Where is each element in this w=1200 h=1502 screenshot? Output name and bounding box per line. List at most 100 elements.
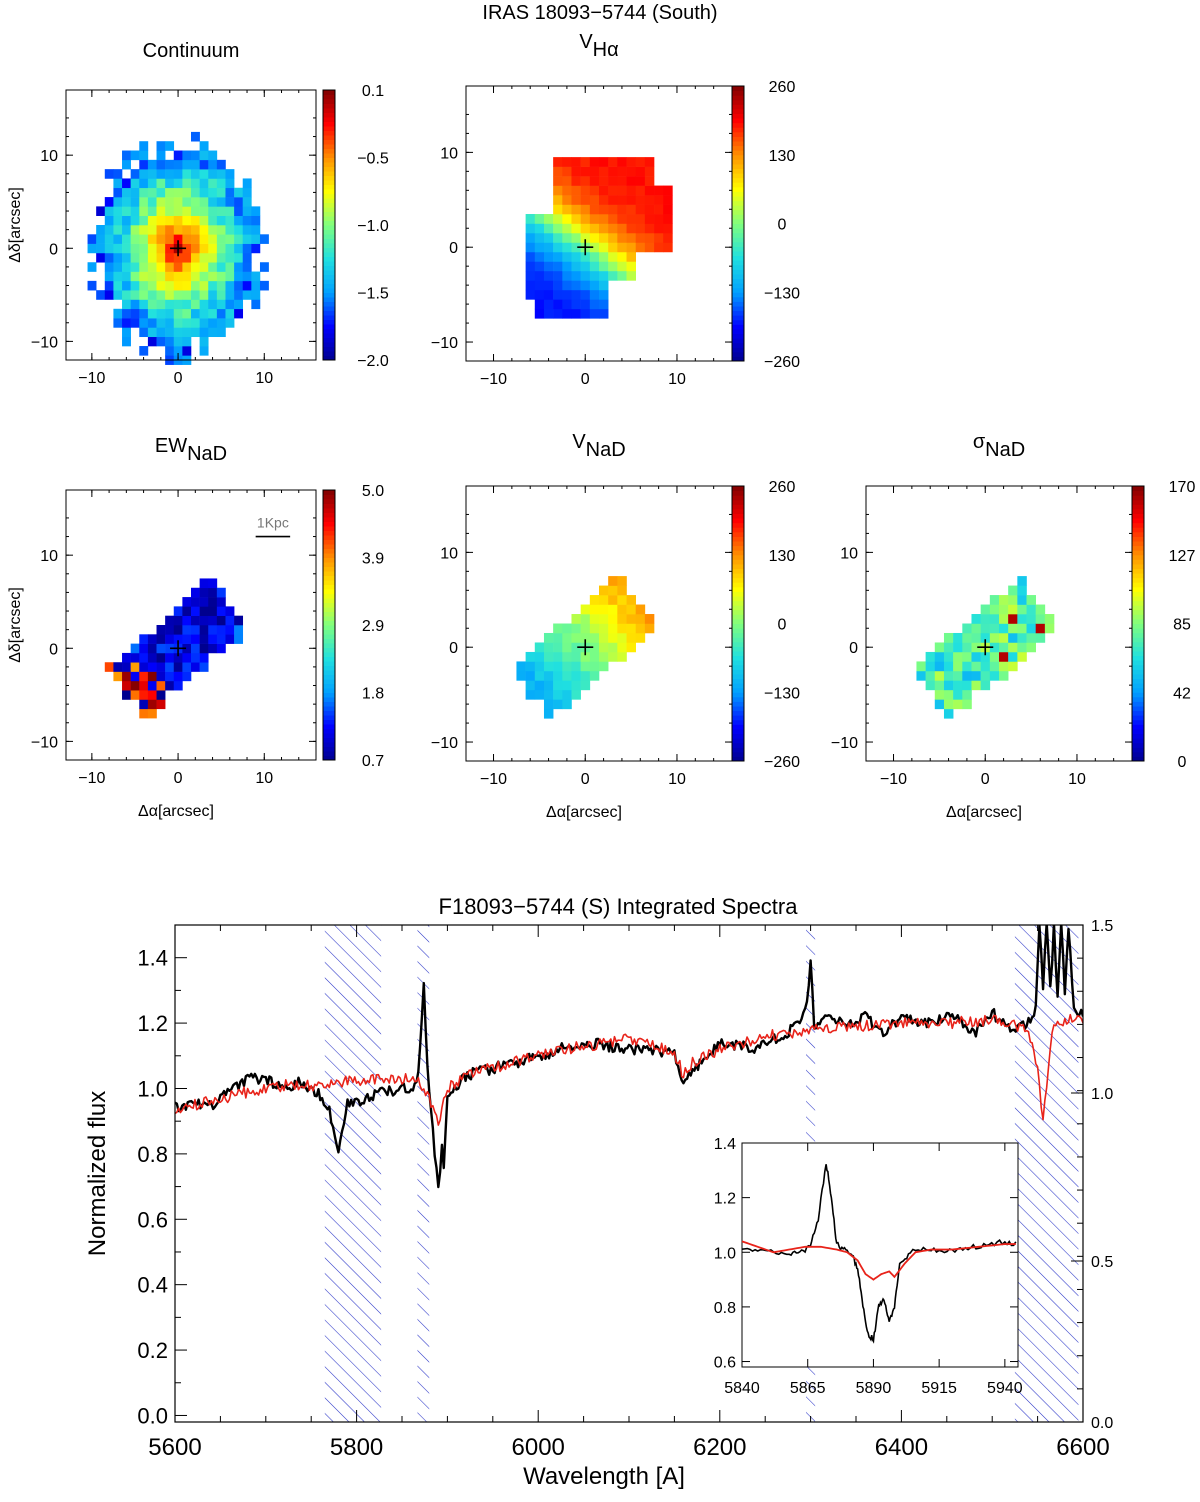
spaxel <box>182 290 192 300</box>
spaxel <box>580 289 591 300</box>
spaxel <box>165 206 175 216</box>
spaxel <box>971 632 981 643</box>
spaxel <box>216 159 226 170</box>
spaxel <box>1017 642 1027 653</box>
spaxel <box>165 215 175 226</box>
spaxel <box>182 252 192 263</box>
spaxel <box>199 327 209 338</box>
spaxel <box>225 634 235 644</box>
spaxel <box>934 699 945 710</box>
spaxel <box>562 289 572 300</box>
colorbar-step <box>1132 751 1144 757</box>
y-tick-label: 10 <box>440 545 458 562</box>
spaxel <box>113 262 123 272</box>
spaxel <box>156 643 166 654</box>
spaxel <box>156 262 166 272</box>
colorbar-step <box>732 486 744 492</box>
spaxel <box>242 271 252 282</box>
spaxel <box>216 597 226 607</box>
spaxel <box>191 662 200 672</box>
spaxel <box>580 251 591 262</box>
spaxel <box>96 206 106 216</box>
spaxel <box>87 280 97 291</box>
spaxel <box>553 280 563 291</box>
colorbar-step <box>732 527 744 533</box>
spaxel <box>139 690 149 700</box>
colorbar-step <box>732 173 744 179</box>
colorbar-tick-label: 42 <box>1173 685 1191 702</box>
spaxel <box>122 280 131 291</box>
spaxel <box>191 206 200 216</box>
colorbar-step <box>732 664 744 670</box>
spaxel <box>534 680 545 691</box>
spaxel <box>182 606 192 616</box>
spaxel <box>599 651 609 662</box>
spaxel <box>216 643 226 654</box>
colorbar-step <box>323 598 335 603</box>
spaxel <box>663 185 673 196</box>
spaxel <box>599 270 609 281</box>
spaxel <box>216 299 226 310</box>
spaxel <box>999 614 1009 624</box>
spaxel <box>626 166 636 177</box>
colorbar-step <box>732 632 744 638</box>
spaxel <box>113 206 123 216</box>
spaxel <box>173 299 183 310</box>
spaxel <box>199 578 209 589</box>
spaxel <box>156 150 166 161</box>
colorbar-step <box>732 278 744 284</box>
spaxel <box>562 689 572 700</box>
spaxel <box>104 215 114 226</box>
colorbar-step <box>732 600 744 606</box>
colorbar-step <box>323 724 335 729</box>
spaxel <box>571 232 581 243</box>
spaxel <box>589 595 600 605</box>
spaxel <box>543 214 554 224</box>
spaxel <box>617 166 627 177</box>
colorbar-step <box>732 586 744 592</box>
spaxel <box>96 234 106 244</box>
x-axis-label: Δα[arcsec] <box>138 803 214 820</box>
spaxel <box>191 634 200 644</box>
spaxel <box>208 169 218 179</box>
spaxel <box>562 204 572 215</box>
spaxel <box>208 327 218 338</box>
y-tick-label: 10 <box>40 548 58 565</box>
spaxel <box>225 178 235 189</box>
spaxel <box>617 585 627 596</box>
spaxel <box>580 223 591 234</box>
spaxel <box>139 141 149 151</box>
colorbar-step <box>323 274 335 280</box>
spaxel <box>182 159 192 170</box>
spaxel <box>1017 585 1027 596</box>
spaxel <box>1017 632 1027 643</box>
colorbar-step <box>323 99 335 104</box>
colorbar-step <box>323 346 335 352</box>
spaxel <box>122 271 131 282</box>
spaxel <box>608 261 618 272</box>
colorbar-step <box>323 521 335 527</box>
spaxel <box>122 187 131 198</box>
spaxel <box>980 680 991 691</box>
spaxel <box>130 262 140 272</box>
colorbar-tick-label: 3.9 <box>362 551 384 568</box>
colorbar-step <box>323 499 335 504</box>
sigma-nad-panel: −10 0 10 −10 0 10 σNaD Δα[arcsec] 170 127 85 42 0 <box>831 431 1196 821</box>
colorbar-step <box>323 189 335 194</box>
spaxel <box>191 234 200 244</box>
spaxel <box>1044 623 1055 634</box>
colorbar-step <box>732 191 744 197</box>
spaxel <box>147 169 157 179</box>
spaxel <box>216 606 226 616</box>
spaxel <box>173 308 183 319</box>
spaxel <box>608 223 618 234</box>
spaxel <box>208 262 218 272</box>
spaxel <box>182 280 192 291</box>
spaxel <box>199 346 209 356</box>
spaxel <box>562 632 572 643</box>
colorbar-step <box>1132 582 1144 588</box>
spaxel <box>1008 642 1018 653</box>
spaxel <box>654 232 664 243</box>
spaxel <box>208 206 218 216</box>
spaxel <box>259 234 269 244</box>
